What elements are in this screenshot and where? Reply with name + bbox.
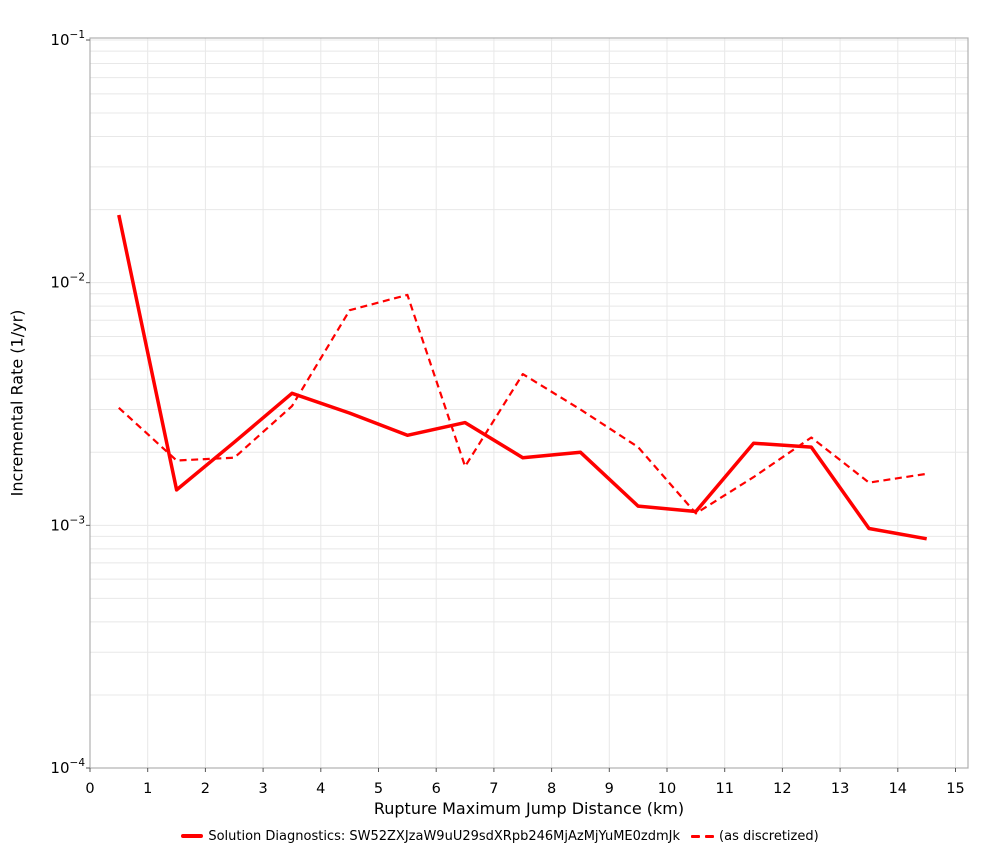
svg-text:10−2: 10−2 [50, 272, 85, 292]
svg-text:0: 0 [85, 781, 94, 797]
tick-marks [86, 39, 956, 772]
svg-text:14: 14 [889, 781, 907, 797]
svg-text:9: 9 [605, 781, 614, 797]
svg-text:10: 10 [658, 781, 676, 797]
x-tick-labels: 0 1 2 3 4 5 6 7 8 9 10 11 12 13 14 15 [85, 781, 964, 797]
svg-text:10−3: 10−3 [50, 514, 85, 534]
legend-dashed-line-swatch [691, 834, 715, 838]
legend-solid-line-swatch [181, 834, 204, 838]
svg-text:2: 2 [201, 781, 210, 797]
svg-text:10−4: 10−4 [50, 757, 85, 777]
svg-text:3: 3 [258, 781, 267, 797]
svg-text:6: 6 [432, 781, 441, 797]
svg-text:5: 5 [374, 781, 383, 797]
svg-text:4: 4 [316, 781, 325, 797]
svg-text:12: 12 [773, 781, 791, 797]
svg-text:10−1: 10−1 [50, 29, 85, 49]
svg-text:7: 7 [489, 781, 498, 797]
svg-text:11: 11 [715, 781, 733, 797]
legend-solid-label: Solution Diagnostics: SW52ZXJzaW9uU29sdX… [208, 828, 681, 844]
svg-text:15: 15 [946, 781, 964, 797]
plot-frame [89, 37, 969, 769]
y-tick-labels: 10−1 10−2 10−3 10−4 [50, 29, 85, 777]
solid-series-line [117, 214, 928, 541]
legend: Solution Diagnostics: SW52ZXJzaW9uU29sdX… [0, 826, 1000, 846]
svg-text:13: 13 [831, 781, 849, 797]
svg-text:8: 8 [547, 781, 556, 797]
svg-text:1: 1 [143, 781, 152, 797]
gridlines [89, 38, 968, 769]
y-axis-label: Incremental Rate (1/yr) [7, 309, 27, 497]
dashed-series-line [118, 293, 927, 515]
legend-dashed-label: (as discretized) [719, 828, 819, 844]
x-axis-label: Rupture Maximum Jump Distance (km) [373, 799, 685, 818]
